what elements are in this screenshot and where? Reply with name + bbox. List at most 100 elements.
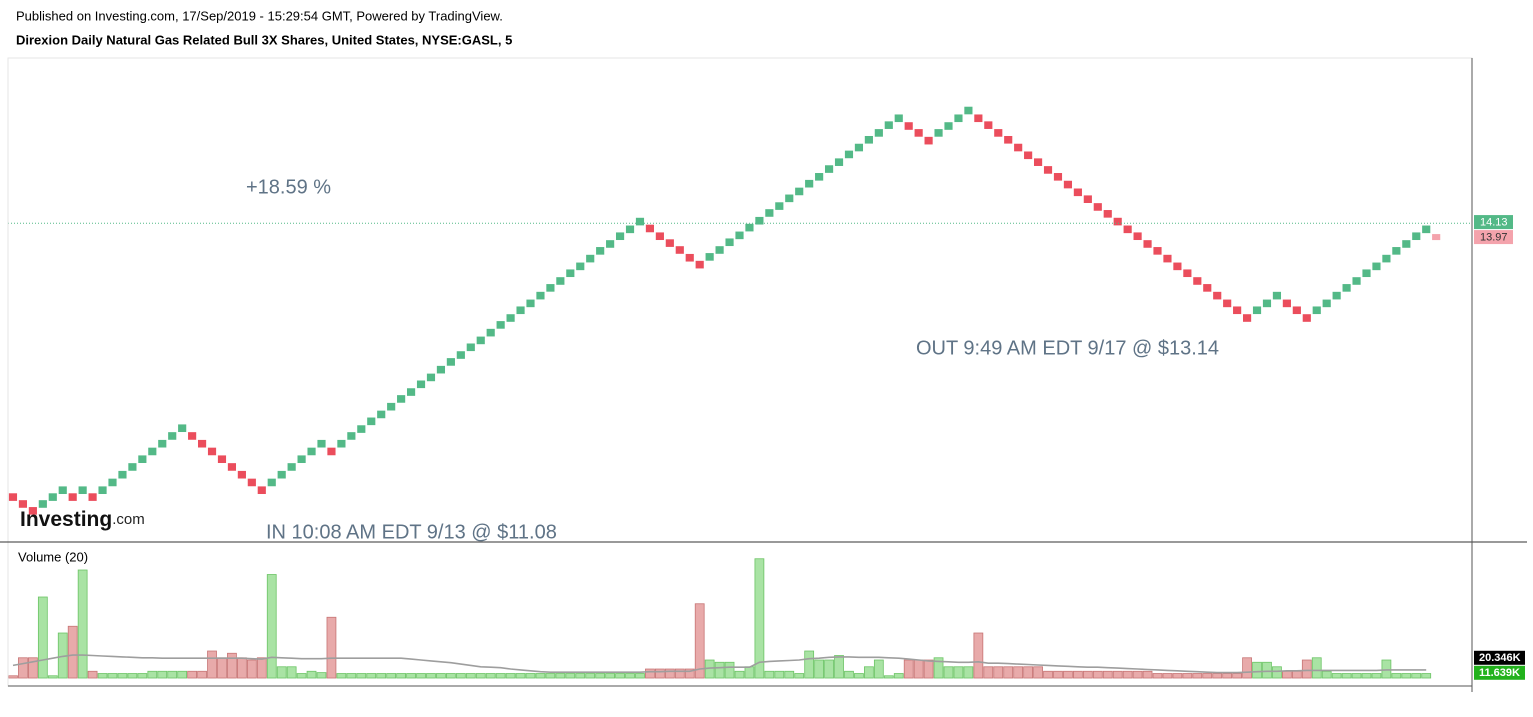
volume-bar bbox=[734, 670, 745, 679]
volume-bar bbox=[724, 661, 735, 679]
volume-bar bbox=[1232, 673, 1242, 679]
volume-bar bbox=[774, 670, 785, 679]
renko-brick bbox=[1173, 262, 1182, 271]
volume-bar bbox=[873, 659, 884, 679]
renko-brick bbox=[1093, 203, 1102, 211]
volume-bar bbox=[1023, 666, 1033, 679]
volume-bar bbox=[953, 666, 964, 679]
renko-brick bbox=[406, 388, 416, 396]
volume-bar bbox=[426, 673, 436, 679]
renko-brick bbox=[197, 439, 207, 448]
volume-bar bbox=[515, 673, 526, 679]
volume-bar bbox=[77, 569, 88, 679]
volume-bar bbox=[316, 672, 327, 679]
renko-brick bbox=[864, 135, 873, 144]
renko-brick bbox=[765, 209, 774, 217]
volume-bar bbox=[1361, 673, 1372, 679]
volume-bar bbox=[356, 673, 367, 679]
renko-brick bbox=[446, 358, 455, 366]
volume-bar bbox=[674, 668, 685, 679]
renko-brick bbox=[1422, 225, 1431, 234]
volume-bar bbox=[694, 603, 705, 679]
volume-bar bbox=[1242, 657, 1252, 679]
annotation: +18.59 % bbox=[246, 176, 331, 198]
volume-bar bbox=[585, 673, 596, 679]
renko-brick bbox=[307, 447, 316, 456]
volume-bar bbox=[1262, 661, 1272, 679]
renko-brick bbox=[874, 129, 883, 137]
volume-bar bbox=[1192, 673, 1203, 679]
renko-brick bbox=[217, 455, 227, 464]
volume-bar bbox=[1132, 670, 1143, 679]
renko-brick bbox=[227, 463, 237, 471]
renko-brick bbox=[237, 470, 246, 479]
renko-brick bbox=[1014, 143, 1023, 152]
volume-bar bbox=[495, 673, 506, 679]
logo-brand: Investing bbox=[20, 508, 112, 531]
annotation: IN 10:08 AM EDT 9/13 @ $11.08 bbox=[266, 521, 557, 543]
volume-bar bbox=[237, 657, 247, 679]
volume-bar bbox=[993, 666, 1004, 679]
volume-bar bbox=[326, 616, 337, 679]
renko-brick bbox=[884, 121, 893, 129]
volume-bar bbox=[615, 673, 625, 679]
volume-tag bbox=[1474, 665, 1525, 680]
renko-brick bbox=[556, 277, 565, 285]
renko-brick bbox=[725, 238, 734, 247]
renko-brick bbox=[1332, 291, 1341, 300]
renko-brick bbox=[914, 129, 923, 137]
volume-bar bbox=[1222, 673, 1233, 679]
renko-brick bbox=[1113, 217, 1122, 226]
volume-bar bbox=[1321, 670, 1332, 679]
volume-bar bbox=[217, 657, 227, 679]
volume-bar bbox=[973, 632, 984, 679]
price-tag-label: 14.13 bbox=[1480, 216, 1508, 228]
price-tag-label: 13.97 bbox=[1480, 231, 1508, 243]
renko-brick bbox=[536, 291, 545, 300]
renko-brick bbox=[924, 136, 933, 145]
renko-brick bbox=[1123, 225, 1132, 234]
chart-title: Direxion Daily Natural Gas Related Bull … bbox=[16, 32, 512, 47]
volume-bar bbox=[1371, 673, 1382, 679]
price-tag bbox=[1474, 230, 1513, 245]
renko-brick bbox=[1073, 188, 1082, 197]
renko-brick bbox=[745, 223, 754, 232]
renko-brick bbox=[815, 173, 824, 181]
renko-brick bbox=[1322, 299, 1331, 308]
renko-brick bbox=[566, 269, 575, 278]
volume-bar bbox=[744, 666, 755, 679]
renko-brick bbox=[18, 500, 28, 508]
renko-brick bbox=[695, 260, 704, 269]
renko-brick bbox=[984, 121, 993, 129]
volume-bar bbox=[1202, 673, 1213, 679]
renko-brick bbox=[168, 432, 177, 440]
renko-brick bbox=[705, 253, 714, 261]
tags: 14.13 13.97 20.346K 11.639K bbox=[1474, 215, 1525, 680]
volume-bar bbox=[97, 673, 108, 679]
renko-brick bbox=[1213, 291, 1222, 300]
renko-brick bbox=[118, 470, 127, 479]
renko-brick bbox=[436, 365, 446, 374]
renko-brick bbox=[1103, 210, 1112, 218]
volume-bar bbox=[794, 673, 805, 679]
renko-brick bbox=[108, 478, 117, 487]
renko-brick bbox=[1193, 277, 1202, 285]
renko-brick bbox=[38, 500, 47, 508]
volume-bar bbox=[595, 673, 606, 679]
volume-bar bbox=[436, 673, 446, 679]
volume-bar bbox=[107, 673, 118, 679]
renko-brick bbox=[635, 217, 645, 226]
volume-bar bbox=[834, 655, 844, 679]
volume-tag-label: 20.346K bbox=[1479, 652, 1521, 664]
renko-brick bbox=[904, 122, 913, 130]
renko-brick bbox=[387, 402, 396, 411]
volume-bar bbox=[1092, 670, 1103, 679]
volume-bar bbox=[256, 657, 267, 679]
volume-bar bbox=[1003, 666, 1014, 679]
renko-brick bbox=[1372, 262, 1381, 271]
renko-brick bbox=[1282, 299, 1291, 308]
volume-bar bbox=[1351, 673, 1362, 679]
volume-bar bbox=[386, 673, 397, 679]
